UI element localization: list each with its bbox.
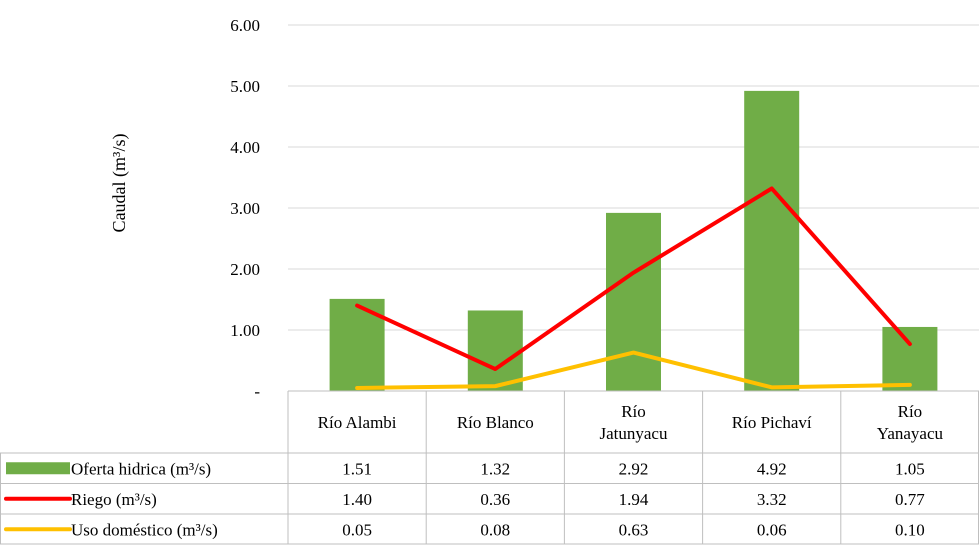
legend-entry: Uso doméstico (m³/s) (71, 520, 218, 539)
category-label: Jatunyacu (600, 424, 668, 443)
data-label: 0.05 (342, 520, 372, 539)
category-label: Río Pichaví (732, 413, 812, 432)
data-label: 0.36 (480, 490, 510, 509)
legend-key (6, 462, 70, 475)
y-tick-label: 2.00 (230, 260, 260, 279)
data-label: 0.10 (895, 520, 925, 539)
category-label: Río (898, 402, 923, 421)
category-label: Yanayacu (877, 424, 944, 443)
y-tick-label: 4.00 (230, 138, 260, 157)
line-series (355, 186, 912, 390)
gridlines (288, 24, 979, 331)
legend-entry: Oferta hidrica (m³/s) (71, 459, 211, 478)
data-label: 1.05 (895, 459, 925, 478)
data-label: 2.92 (619, 459, 649, 478)
data-table: Río Alambi Río Blanco Río Jatunyacu Río Pich… (0, 390, 979, 545)
data-label: 0.63 (619, 520, 649, 539)
y-axis-label: Caudal (m³/s) (109, 134, 130, 233)
y-axis: - 1.00 2.00 3.00 4.00 5.00 6.00 (230, 16, 260, 401)
data-label: 1.32 (480, 459, 510, 478)
y-tick-label: 3.00 (230, 199, 260, 218)
data-label: 1.51 (342, 459, 372, 478)
y-tick-label: 5.00 (230, 77, 260, 96)
series-line (355, 186, 912, 372)
data-label: 4.92 (757, 459, 787, 478)
series-line (355, 350, 912, 390)
y-tick-label: - (254, 382, 260, 401)
y-tick-label: 1.00 (230, 321, 260, 340)
bar-series (329, 90, 938, 391)
data-label: 0.08 (480, 520, 510, 539)
bar (744, 90, 800, 391)
data-label: 1.94 (619, 490, 649, 509)
data-label: 1.40 (342, 490, 372, 509)
bar (467, 310, 523, 391)
bar (882, 326, 938, 391)
data-label: 0.77 (895, 490, 925, 509)
category-label: Río (621, 402, 646, 421)
legend-entry: Riego (m³/s) (71, 490, 157, 509)
data-label: 0.06 (757, 520, 787, 539)
y-tick-label: 6.00 (230, 16, 260, 35)
bar (606, 212, 661, 391)
category-label: Río Alambi (318, 413, 397, 432)
category-label: Río Blanco (457, 413, 534, 432)
data-label: 3.32 (757, 490, 787, 509)
